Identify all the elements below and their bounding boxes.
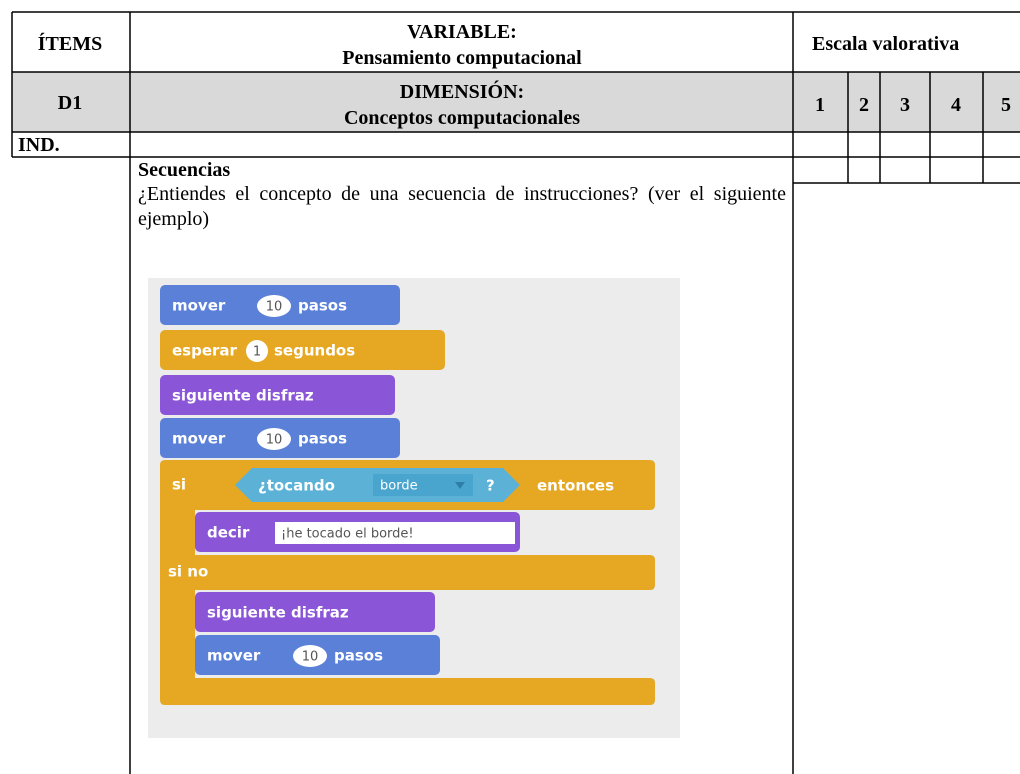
block-label: si no xyxy=(168,563,208,581)
block-input: ¡he tocado el borde! xyxy=(281,527,414,542)
block-label: mover xyxy=(172,430,226,448)
dimension-row-bg xyxy=(12,72,1020,132)
block xyxy=(160,375,395,415)
block-label: decir xyxy=(207,524,250,542)
block-label: esperar xyxy=(172,342,238,360)
block-input: 1 xyxy=(253,345,261,360)
dropdown-label: borde xyxy=(380,479,418,494)
dimension-label: DIMENSIÓN: xyxy=(400,79,524,103)
input xyxy=(293,645,327,667)
dimension-code: D1 xyxy=(58,92,82,114)
block-label: segundos xyxy=(274,342,355,360)
scale-point: 5 xyxy=(1001,94,1011,116)
scale-point: 2 xyxy=(859,94,869,116)
block-label: pasos xyxy=(298,430,347,448)
block xyxy=(160,330,445,370)
table-lines xyxy=(11,11,1020,774)
block-label: mover xyxy=(172,297,226,315)
block-input: 10 xyxy=(266,300,283,315)
block-input: 10 xyxy=(266,433,283,448)
input xyxy=(246,340,268,362)
block-label: siguiente disfraz xyxy=(207,604,349,622)
dropdown xyxy=(373,474,473,496)
header-variable: Pensamiento computacional xyxy=(342,47,582,69)
block-label: ? xyxy=(486,477,495,495)
dropdown-arrow xyxy=(455,482,465,489)
question: ¿Entiendes el concepto de una secuencia … xyxy=(138,183,786,230)
dimension-name: Conceptos computacionales xyxy=(344,107,580,129)
block-label: si xyxy=(172,476,186,494)
block-label: ¿tocando xyxy=(258,477,335,495)
block-label: pasos xyxy=(298,297,347,315)
block-label: entonces xyxy=(537,477,614,495)
scale-point: 4 xyxy=(951,94,961,116)
scale-point: 3 xyxy=(900,94,910,116)
block-label: siguiente disfraz xyxy=(172,387,314,405)
header-items: ÍTEMS xyxy=(38,32,102,55)
scale-points: 1 2 3 4 5 xyxy=(815,94,1011,116)
if-else-block xyxy=(160,460,655,705)
scale-point: 1 xyxy=(815,94,825,116)
text-input xyxy=(275,522,515,544)
block-input: 10 xyxy=(302,650,319,665)
input xyxy=(257,295,291,317)
indicator-name: Secuencias xyxy=(138,159,230,181)
header-scale: Escala valorativa xyxy=(812,33,959,55)
block-label: pasos xyxy=(334,647,383,665)
header-variable-label: VARIABLE: xyxy=(407,21,517,43)
scratch-example: mover 10 pasos esperar 1 segundos siguie… xyxy=(148,278,680,738)
indicator-label: IND. xyxy=(18,134,60,156)
input xyxy=(257,428,291,450)
block xyxy=(195,592,435,632)
block-label: mover xyxy=(207,647,261,665)
